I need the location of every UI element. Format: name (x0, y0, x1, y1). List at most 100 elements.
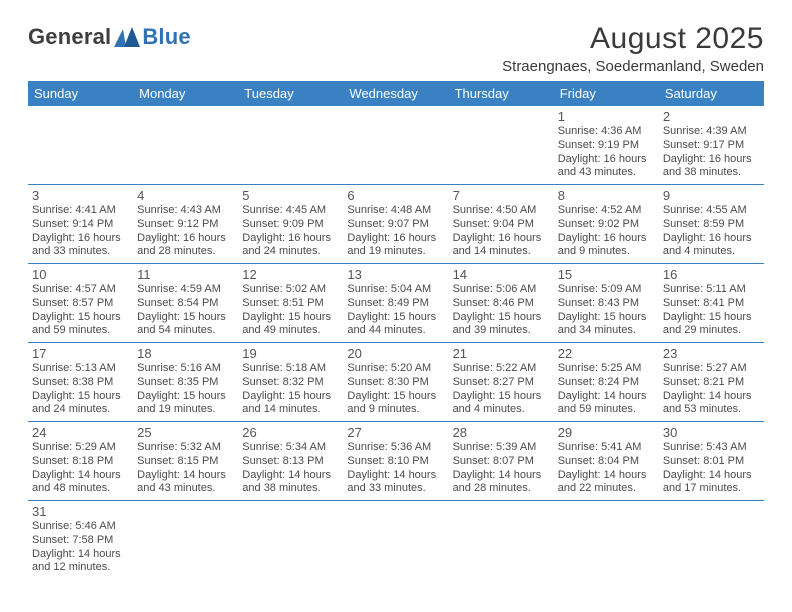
logo-mark-icon (114, 27, 140, 47)
sunrise-text: Sunrise: 4:41 AM (32, 204, 129, 218)
sunrise-text: Sunrise: 5:36 AM (347, 441, 444, 455)
day-number: 3 (32, 188, 129, 203)
sunset-text: Sunset: 9:07 PM (347, 218, 444, 232)
calendar-cell: 21Sunrise: 5:22 AMSunset: 8:27 PMDayligh… (449, 343, 554, 422)
daylight-text: Daylight: 15 hours (242, 311, 339, 325)
sunrise-text: Sunrise: 5:04 AM (347, 283, 444, 297)
sunrise-text: Sunrise: 5:18 AM (242, 362, 339, 376)
day-number: 14 (453, 267, 550, 282)
daylight-text: Daylight: 16 hours (347, 232, 444, 246)
sunrise-text: Sunrise: 5:02 AM (242, 283, 339, 297)
location: Straengnaes, Soedermanland, Sweden (502, 58, 764, 75)
calendar-cell (659, 501, 764, 580)
calendar-cell (343, 501, 448, 580)
day-number: 18 (137, 346, 234, 361)
sunset-text: Sunset: 8:54 PM (137, 297, 234, 311)
day-number: 15 (558, 267, 655, 282)
daylight-text: and 14 minutes. (453, 245, 550, 259)
calendar-cell (238, 501, 343, 580)
daylight-text: Daylight: 14 hours (32, 469, 129, 483)
daylight-text: and 22 minutes. (558, 482, 655, 496)
sunset-text: Sunset: 9:17 PM (663, 139, 760, 153)
sunset-text: Sunset: 8:01 PM (663, 455, 760, 469)
sunrise-text: Sunrise: 5:43 AM (663, 441, 760, 455)
calendar-cell: 7Sunrise: 4:50 AMSunset: 9:04 PMDaylight… (449, 185, 554, 264)
daylight-text: and 24 minutes. (242, 245, 339, 259)
sunrise-text: Sunrise: 5:25 AM (558, 362, 655, 376)
day-number: 17 (32, 346, 129, 361)
daylight-text: and 29 minutes. (663, 324, 760, 338)
calendar-cell: 23Sunrise: 5:27 AMSunset: 8:21 PMDayligh… (659, 343, 764, 422)
sunset-text: Sunset: 8:59 PM (663, 218, 760, 232)
daylight-text: Daylight: 15 hours (347, 311, 444, 325)
sunrise-text: Sunrise: 5:06 AM (453, 283, 550, 297)
daylight-text: and 44 minutes. (347, 324, 444, 338)
logo-text-blue: Blue (142, 24, 190, 50)
sunrise-text: Sunrise: 4:43 AM (137, 204, 234, 218)
weekday-header: Tuesday (238, 81, 343, 106)
day-number: 26 (242, 425, 339, 440)
day-number: 19 (242, 346, 339, 361)
sunset-text: Sunset: 9:14 PM (32, 218, 129, 232)
calendar-cell: 26Sunrise: 5:34 AMSunset: 8:13 PMDayligh… (238, 422, 343, 501)
calendar-row: 3Sunrise: 4:41 AMSunset: 9:14 PMDaylight… (28, 185, 764, 264)
calendar-cell: 28Sunrise: 5:39 AMSunset: 8:07 PMDayligh… (449, 422, 554, 501)
day-number: 23 (663, 346, 760, 361)
day-number: 22 (558, 346, 655, 361)
calendar-cell: 4Sunrise: 4:43 AMSunset: 9:12 PMDaylight… (133, 185, 238, 264)
daylight-text: and 34 minutes. (558, 324, 655, 338)
calendar-cell: 8Sunrise: 4:52 AMSunset: 9:02 PMDaylight… (554, 185, 659, 264)
sunset-text: Sunset: 8:49 PM (347, 297, 444, 311)
daylight-text: Daylight: 15 hours (453, 311, 550, 325)
daylight-text: and 19 minutes. (347, 245, 444, 259)
day-number: 31 (32, 504, 129, 519)
weekday-header: Sunday (28, 81, 133, 106)
daylight-text: and 17 minutes. (663, 482, 760, 496)
day-number: 5 (242, 188, 339, 203)
calendar-cell: 25Sunrise: 5:32 AMSunset: 8:15 PMDayligh… (133, 422, 238, 501)
daylight-text: and 14 minutes. (242, 403, 339, 417)
calendar-head: SundayMondayTuesdayWednesdayThursdayFrid… (28, 81, 764, 106)
calendar-row: 1Sunrise: 4:36 AMSunset: 9:19 PMDaylight… (28, 106, 764, 185)
daylight-text: Daylight: 16 hours (453, 232, 550, 246)
day-number: 25 (137, 425, 234, 440)
daylight-text: and 43 minutes. (137, 482, 234, 496)
day-number: 4 (137, 188, 234, 203)
daylight-text: Daylight: 15 hours (347, 390, 444, 404)
day-number: 16 (663, 267, 760, 282)
sunrise-text: Sunrise: 4:48 AM (347, 204, 444, 218)
calendar-row: 31Sunrise: 5:46 AMSunset: 7:58 PMDayligh… (28, 501, 764, 580)
day-number: 30 (663, 425, 760, 440)
daylight-text: and 53 minutes. (663, 403, 760, 417)
day-number: 7 (453, 188, 550, 203)
calendar-cell: 27Sunrise: 5:36 AMSunset: 8:10 PMDayligh… (343, 422, 448, 501)
calendar-cell: 12Sunrise: 5:02 AMSunset: 8:51 PMDayligh… (238, 264, 343, 343)
sunrise-text: Sunrise: 5:11 AM (663, 283, 760, 297)
sunrise-text: Sunrise: 4:57 AM (32, 283, 129, 297)
day-number: 29 (558, 425, 655, 440)
sunrise-text: Sunrise: 5:27 AM (663, 362, 760, 376)
sunset-text: Sunset: 8:41 PM (663, 297, 760, 311)
day-number: 2 (663, 109, 760, 124)
daylight-text: and 54 minutes. (137, 324, 234, 338)
weekday-header: Thursday (449, 81, 554, 106)
calendar-cell (28, 106, 133, 185)
sunrise-text: Sunrise: 5:46 AM (32, 520, 129, 534)
daylight-text: Daylight: 16 hours (32, 232, 129, 246)
title-block: August 2025 Straengnaes, Soedermanland, … (502, 22, 764, 75)
daylight-text: Daylight: 16 hours (663, 153, 760, 167)
calendar-cell: 29Sunrise: 5:41 AMSunset: 8:04 PMDayligh… (554, 422, 659, 501)
sunset-text: Sunset: 8:15 PM (137, 455, 234, 469)
daylight-text: Daylight: 15 hours (32, 390, 129, 404)
daylight-text: Daylight: 15 hours (137, 390, 234, 404)
daylight-text: and 19 minutes. (137, 403, 234, 417)
day-number: 28 (453, 425, 550, 440)
day-number: 12 (242, 267, 339, 282)
sunrise-text: Sunrise: 5:22 AM (453, 362, 550, 376)
sunset-text: Sunset: 8:43 PM (558, 297, 655, 311)
calendar-row: 24Sunrise: 5:29 AMSunset: 8:18 PMDayligh… (28, 422, 764, 501)
sunset-text: Sunset: 8:04 PM (558, 455, 655, 469)
day-number: 1 (558, 109, 655, 124)
weekday-header: Saturday (659, 81, 764, 106)
sunset-text: Sunset: 9:04 PM (453, 218, 550, 232)
